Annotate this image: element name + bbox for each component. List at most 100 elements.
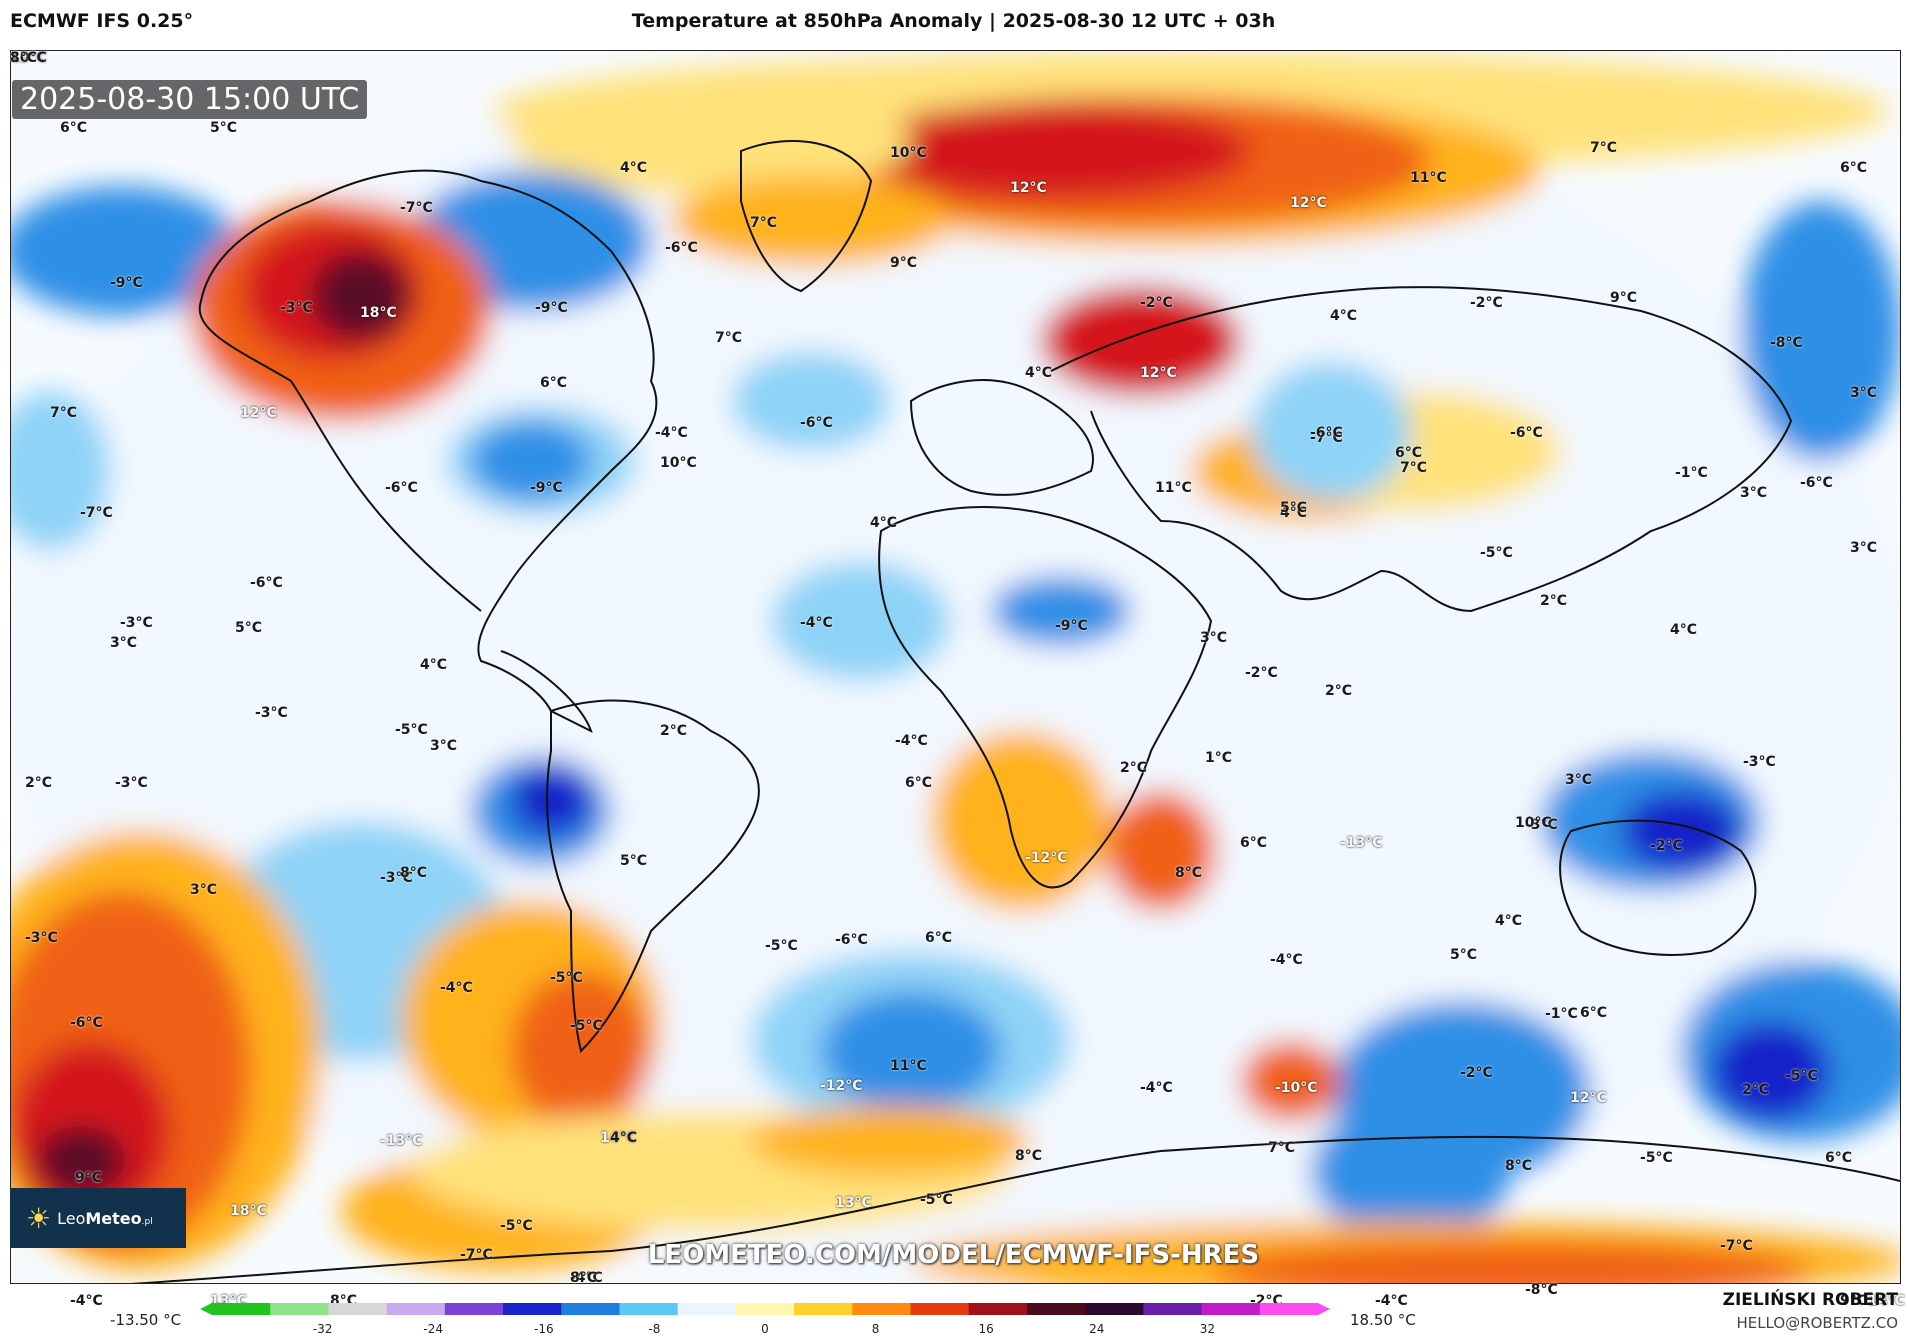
anomaly-label: -5°C — [920, 1192, 953, 1208]
colorbar-segment — [1201, 1303, 1261, 1315]
anomaly-label: -5°C — [1640, 1150, 1673, 1166]
anomaly-label: 4°C — [1025, 365, 1053, 381]
anomaly-label: 6°C — [540, 375, 568, 391]
coastline-4 — [878, 506, 1213, 889]
anomaly-label: 6°C — [60, 120, 88, 136]
anomaly-label: -8°C — [1525, 1282, 1558, 1298]
anomaly-label: -2°C — [1460, 1065, 1493, 1081]
anomaly-label: -4°C — [1140, 1080, 1173, 1096]
colorbar-segment — [794, 1303, 853, 1315]
legend-tick-label: 16 — [978, 1322, 994, 1336]
anomaly-label: -13°C — [1340, 835, 1383, 851]
anomaly-label: 3°C — [1740, 485, 1768, 501]
colorbar-segment — [677, 1303, 737, 1315]
anomaly-label: -2°C — [1470, 295, 1503, 311]
coastline-3 — [909, 379, 1094, 496]
coastline-2 — [546, 699, 760, 1053]
anomaly-label: 12°C — [1010, 180, 1047, 196]
sun-icon: ☀ — [26, 1201, 52, 1235]
anomaly-label: 4°C — [1330, 308, 1358, 324]
anomaly-label: 9°C — [75, 1170, 103, 1186]
anomaly-label: -3°C — [255, 705, 288, 721]
coastline-7 — [130, 1135, 1900, 1283]
colorbar-segment — [1085, 1303, 1144, 1315]
anomaly-label: -3°C — [380, 870, 413, 886]
anomaly-label: 7°C — [1400, 460, 1428, 476]
anomaly-label: -7°C — [80, 505, 113, 521]
anomaly-label: 3°C — [110, 635, 138, 651]
author-name: ZIELIŃSKI ROBERT — [1722, 1290, 1898, 1310]
legend-tick-label: 24 — [1089, 1322, 1105, 1336]
colorbar-segment — [561, 1303, 620, 1315]
anomaly-label: 4°C — [1280, 505, 1308, 521]
coastline-6 — [1559, 819, 1757, 956]
anomaly-label: -4°C — [1270, 952, 1303, 968]
anomaly-label: -5°C — [765, 938, 798, 954]
anomaly-label: 6°C — [1825, 1150, 1853, 1166]
anomaly-label: 10°C — [1515, 815, 1552, 831]
anomaly-label: -4°C — [70, 1293, 103, 1309]
coastlines — [130, 140, 1900, 1283]
anomaly-label: 4°C — [620, 160, 648, 176]
anomaly-label: 18°C — [360, 305, 397, 321]
anomaly-label: 2°C — [1325, 683, 1353, 699]
anomaly-label: -2°C — [1650, 838, 1683, 854]
anomaly-label: 3°C — [1850, 540, 1878, 556]
anomaly-label: 2°C — [1742, 1082, 1770, 1098]
colorbar-segment — [1143, 1303, 1203, 1315]
anomaly-blob-very-hot — [851, 103, 1251, 199]
anomaly-label: -4°C — [800, 615, 833, 631]
anomaly-label: -9°C — [530, 480, 563, 496]
anomaly-label: 3°C — [1565, 772, 1593, 788]
anomaly-label: 2°C — [660, 723, 688, 739]
legend-tick-label: -24 — [423, 1322, 443, 1336]
anomaly-label: 12°C — [1140, 365, 1177, 381]
anomaly-blob-cold — [821, 991, 1001, 1111]
colorbar-segment — [1259, 1303, 1319, 1315]
anomaly-blob-hot — [1241, 1041, 1341, 1121]
colorbar-segment — [1026, 1303, 1086, 1315]
coastline-5 — [1050, 286, 1793, 613]
anomaly-label: -3°C — [1743, 754, 1776, 770]
colorbar-segment — [270, 1303, 329, 1315]
anomaly-label: 5°C — [210, 120, 238, 136]
legend-min-label: -13.50 °C — [110, 1311, 182, 1329]
temperature-anomaly-map[interactable] — [11, 51, 1900, 1283]
watermark-url: LEOMETEO.COM/MODEL/ECMWF-IFS-HRES — [647, 1240, 1260, 1270]
anomaly-label: -1°C — [1545, 1006, 1578, 1022]
anomaly-blob-extreme — [36, 1126, 126, 1196]
anomaly-label: -12°C — [820, 1078, 863, 1094]
anomaly-label: -3°C — [280, 300, 313, 316]
anomaly-label: 8°C — [1175, 865, 1203, 881]
colorbar-segment — [852, 1303, 912, 1315]
anomaly-label: -4°C — [440, 980, 473, 996]
anomaly-label: 6°C — [925, 930, 953, 946]
colorbar-segment — [212, 1303, 271, 1315]
anomaly-blob-cool — [1251, 361, 1411, 501]
coastline-1 — [198, 200, 482, 612]
legend-colorbar — [200, 1303, 1330, 1315]
anomaly-label: 11°C — [890, 1058, 927, 1074]
anomaly-label: 4°C — [1495, 913, 1523, 929]
anomaly-label: -1°C — [1675, 465, 1708, 481]
anomaly-label: 7°C — [750, 215, 778, 231]
anomaly-blob-cold-strong — [1621, 791, 1741, 871]
anomaly-blob-warm — [671, 176, 951, 266]
anomaly-label: 11°C — [1410, 170, 1447, 186]
anomaly-blob-cold-strong — [1711, 1021, 1831, 1121]
leometeo-logo[interactable]: ☀ LeoMeteo.pl — [10, 1188, 186, 1248]
anomaly-label: 6°C — [1240, 835, 1268, 851]
anomaly-label: 3°C — [1200, 630, 1228, 646]
map-panel[interactable] — [10, 50, 1901, 1284]
anomaly-blob-hot — [1106, 791, 1216, 911]
anomaly-blob-cold — [1311, 1101, 1511, 1241]
anomaly-label: 3°C — [190, 882, 218, 898]
anomaly-label: -6°C — [250, 575, 283, 591]
anomaly-label: -5°C — [500, 1218, 533, 1234]
colorbar-segment — [968, 1303, 1028, 1315]
anomaly-label: 12°C — [1570, 1090, 1607, 1106]
anomaly-label: 9°C — [1840, 1293, 1868, 1309]
anomaly-label: -4°C — [655, 425, 688, 441]
anomaly-label: 6°C — [1840, 160, 1868, 176]
anomaly-label: 13°C — [835, 1195, 872, 1211]
